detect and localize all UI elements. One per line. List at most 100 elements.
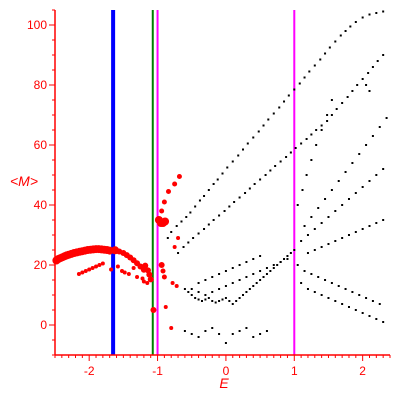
black-point-84 [365,84,368,86]
black-point-143 [259,255,262,257]
red-point-42 [165,189,171,194]
black-point-43 [177,252,180,254]
black-point-169 [382,321,385,323]
black-point-140 [238,264,241,266]
black-point-52 [223,210,226,212]
y-tick-label: 40 [34,198,48,212]
red-point-41 [161,199,167,205]
black-point-218 [368,225,371,227]
black-point-49 [207,223,210,226]
black-point-170 [296,264,299,266]
black-point-40 [368,13,371,16]
black-point-189 [341,204,344,206]
black-point-199 [324,198,327,200]
black-point-184 [306,234,309,236]
black-point-137 [218,273,221,275]
black-point-19 [257,130,260,133]
black-point-116 [286,255,289,257]
black-point-183 [300,240,303,242]
black-point-144 [183,330,186,332]
black-point-209 [306,252,309,254]
black-point-44 [182,246,185,248]
x-ticks: -2 -1 0 1 2 [54,355,391,378]
black-point-124 [224,285,227,287]
black-point-153 [245,327,248,329]
black-point-25 [287,94,290,97]
black-point-38 [354,21,357,23]
black-point-36 [344,30,347,32]
black-point-164 [347,306,350,308]
black-point-151 [231,333,234,335]
black-point-27 [298,82,301,85]
black-point-87 [187,291,190,293]
black-point-142 [252,258,255,260]
black-point-222 [301,189,304,191]
black-point-133 [286,258,289,260]
black-point-149 [218,333,221,335]
black-point-168 [375,318,378,320]
red-point-50 [163,305,168,309]
black-point-194 [375,174,378,176]
red-point-44 [176,174,182,179]
red-series [52,174,182,330]
black-point-88 [190,294,193,296]
black-point-85 [368,90,371,92]
black-point-152 [238,330,241,332]
black-series [166,10,388,344]
red-point-35 [150,307,157,313]
black-point-155 [259,333,262,335]
black-point-131 [272,264,275,266]
black-point-32 [324,52,327,55]
red-point-53 [172,245,177,249]
black-point-191 [354,192,357,194]
black-point-93 [207,297,210,299]
black-point-77 [351,90,354,92]
black-point-55 [238,196,241,199]
black-point-123 [218,288,221,290]
black-point-167 [368,315,371,317]
black-point-211 [320,246,323,248]
black-point-81 [371,66,374,68]
black-point-157 [300,282,303,284]
black-point-39 [361,16,364,19]
black-point-227 [326,114,329,116]
red-point-39 [161,217,170,226]
black-point-73 [330,114,333,116]
black-point-208 [385,117,388,119]
black-point-107 [255,282,258,284]
y-axis-title: <M> [10,173,38,189]
red-point-62 [109,267,114,272]
red-point-55 [94,264,99,269]
black-point-33 [328,46,331,49]
black-point-67 [300,142,303,145]
black-point-128 [252,273,255,275]
black-point-75 [341,102,344,104]
black-point-110 [265,273,268,275]
black-point-161 [327,297,330,299]
black-point-69 [310,133,313,136]
black-point-159 [313,291,316,293]
black-point-51 [218,214,221,217]
black-point-68 [305,138,308,140]
black-point-108 [259,279,262,281]
black-point-160 [320,294,323,296]
black-point-74 [335,108,338,110]
black-point-132 [279,261,282,263]
black-point-201 [337,180,340,182]
black-point-202 [344,171,347,173]
black-point-145 [190,333,193,335]
black-point-0 [166,237,169,239]
black-point-103 [242,294,245,296]
y-tick-label: 100 [27,18,47,32]
black-point-11 [216,178,219,181]
black-point-148 [211,327,214,329]
black-point-80 [367,72,370,74]
black-point-127 [245,276,248,278]
black-point-78 [356,84,359,86]
red-point-59 [80,270,85,275]
red-point-43 [172,181,178,187]
black-point-35 [339,34,342,37]
red-point-40 [159,208,165,214]
black-point-76 [346,96,349,98]
black-point-118 [293,249,296,251]
